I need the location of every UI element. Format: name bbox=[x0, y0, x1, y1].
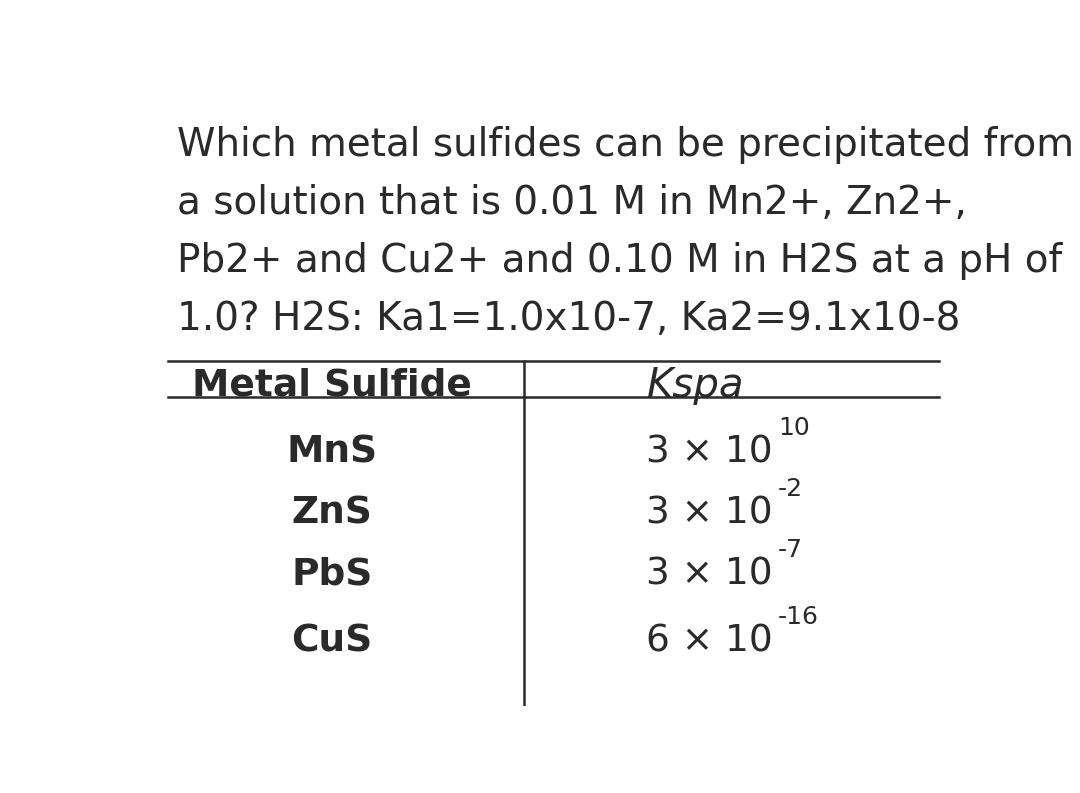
Text: -2: -2 bbox=[778, 477, 802, 501]
Text: PbS: PbS bbox=[291, 557, 373, 592]
Text: -7: -7 bbox=[778, 538, 802, 562]
Text: 3 × 10: 3 × 10 bbox=[646, 435, 772, 470]
Text: Kspa: Kspa bbox=[647, 366, 744, 404]
Text: 10: 10 bbox=[778, 416, 810, 440]
Text: 3 × 10: 3 × 10 bbox=[646, 496, 772, 531]
Text: a solution that is 0.01 M in Mn2+, Zn2+,: a solution that is 0.01 M in Mn2+, Zn2+, bbox=[177, 184, 967, 222]
Text: Metal Sulfide: Metal Sulfide bbox=[192, 367, 472, 403]
Text: 1.0? H2S: Ka1=1.0x10-7, Ka2=9.1x10-8: 1.0? H2S: Ka1=1.0x10-7, Ka2=9.1x10-8 bbox=[177, 300, 960, 338]
Text: Pb2+ and Cu2+ and 0.10 M in H2S at a pH of: Pb2+ and Cu2+ and 0.10 M in H2S at a pH … bbox=[177, 242, 1062, 280]
Text: MnS: MnS bbox=[286, 435, 377, 470]
Text: 3 × 10: 3 × 10 bbox=[646, 557, 772, 592]
Text: CuS: CuS bbox=[292, 623, 373, 660]
Text: Which metal sulfides can be precipitated from: Which metal sulfides can be precipitated… bbox=[177, 126, 1074, 163]
Text: ZnS: ZnS bbox=[292, 496, 373, 531]
Text: -16: -16 bbox=[778, 605, 819, 629]
Text: 6 × 10: 6 × 10 bbox=[646, 623, 772, 660]
